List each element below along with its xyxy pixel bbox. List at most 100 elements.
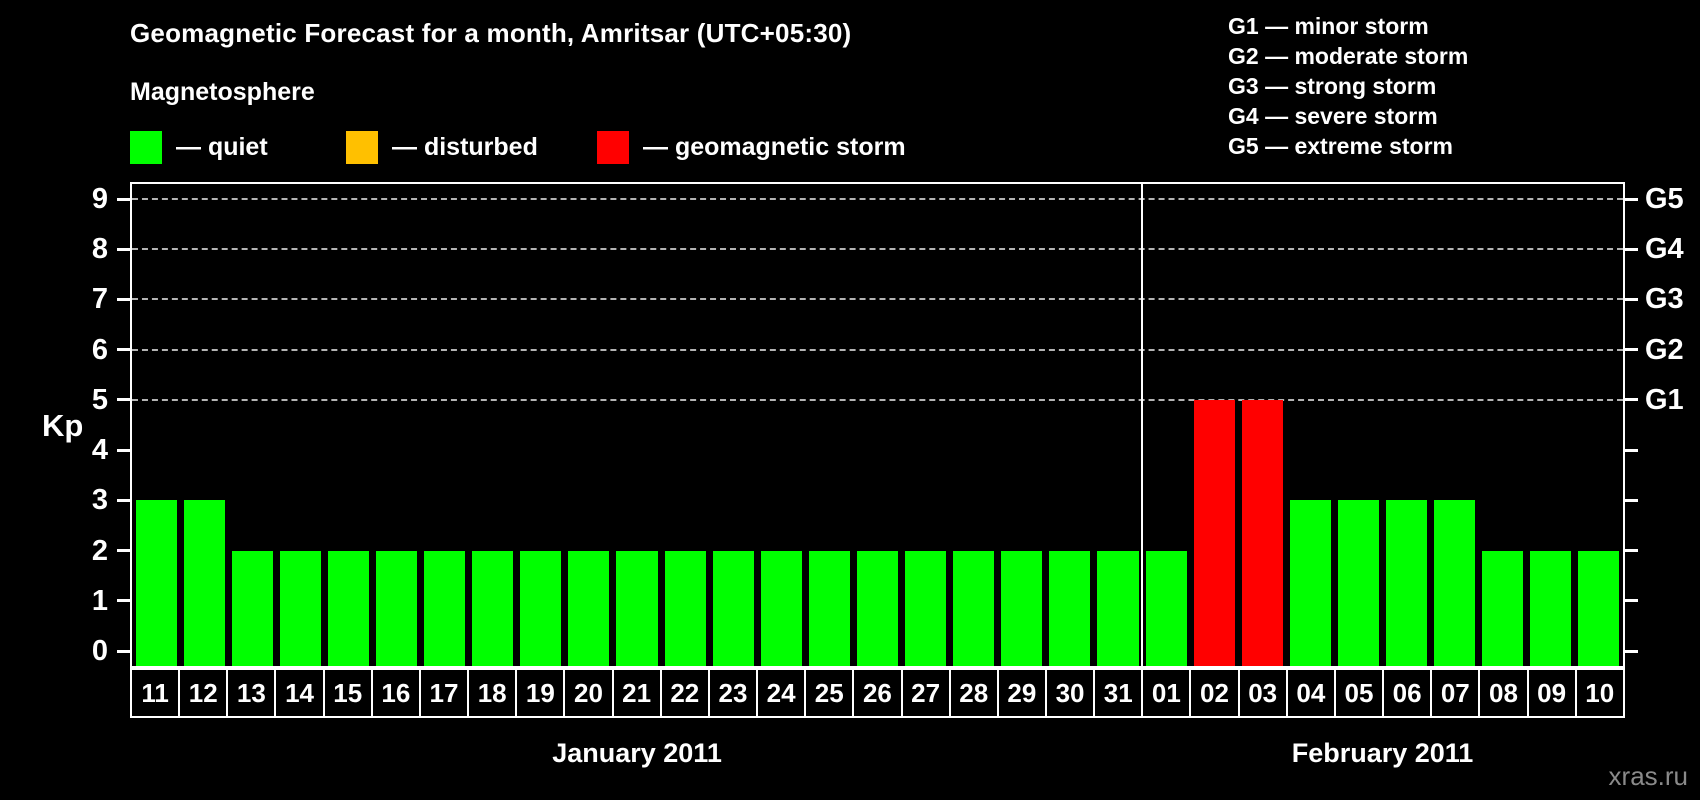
y-axis-title: Kp [42,408,84,443]
kp-bar [183,500,225,666]
legend-item-label: — geomagnetic storm [643,133,906,161]
kp-bar [1001,550,1043,666]
kp-bar [616,550,658,666]
y-axis-tick-label: 5 [91,383,108,416]
storm-color-swatch [597,131,629,164]
day-label-cell: 30 [1046,668,1096,718]
y-axis-tick [117,549,130,553]
day-label-cell: 21 [613,668,662,718]
day-label-cell: 27 [902,668,951,718]
day-label-cell: 17 [420,668,470,718]
kp-gridline [132,298,1623,301]
right-axis-tick [1625,498,1638,502]
day-label-cell: 08 [1480,668,1529,718]
kp-bar [808,550,850,666]
day-label-cell: 07 [1432,668,1481,718]
day-label-cell: 20 [565,668,614,718]
y-axis-tick [117,348,130,352]
kp-bar [1530,550,1572,666]
legend-item-quiet: — quiet [130,131,268,164]
plot-area [130,182,1625,668]
kp-gridline [132,248,1623,251]
day-axis-row: 11 12 13 14 15 16 17 18 19 20 21 22 23 24 25 26 27 28 29 30… [130,668,1625,718]
y-axis-tick-label: 9 [91,183,108,215]
right-axis-tick [1625,297,1638,301]
kp-bar [135,500,177,666]
kp-bar [664,550,706,666]
kp-bar [1241,399,1283,666]
g-scale-tick-label: G2 [1645,333,1684,366]
kp-bar [1049,550,1091,666]
day-label-cell: 16 [372,668,421,718]
kp-bar [1193,399,1235,666]
kp-gridline [132,348,1623,351]
page-title: Geomagnetic Forecast for a month, Amrits… [130,18,852,48]
g-scale-tick-label: G5 [1645,183,1684,215]
y-axis-tick [117,197,130,201]
day-label-cell: 05 [1335,668,1385,718]
kp-bar [520,550,562,666]
day-label-cell: 02 [1191,668,1240,718]
kp-bar [375,550,418,666]
day-label-cell: 10 [1576,668,1625,718]
day-label-cell: 31 [1095,668,1144,718]
right-axis-tick [1625,247,1638,251]
kp-bar [231,550,273,666]
day-label-cell: 13 [228,668,277,718]
kp-bar [279,550,321,666]
right-axis-tick [1625,549,1638,553]
day-label-cell: 06 [1384,668,1433,718]
y-axis-tick [117,599,130,603]
g-scale-legend: G1 — minor storm G2 — moderate storm G3 … [1228,11,1468,161]
kp-bar [905,550,947,666]
month-label: February 2011 [1291,738,1474,768]
day-label-cell: 26 [854,668,903,718]
quiet-color-swatch [130,131,162,164]
kp-bar [568,550,610,666]
g-scale-legend-line: G2 — moderate storm [1228,43,1469,69]
day-label-cell: 28 [950,668,999,718]
magnetosphere-legend-title: Magnetosphere [130,78,315,106]
g-scale-tick-label: G4 [1645,233,1684,266]
kp-gridline [132,198,1623,200]
right-axis-tick [1625,348,1638,352]
y-axis-tick-label: 3 [91,484,108,517]
day-label-cell: 18 [469,668,518,718]
kp-bar [856,550,899,666]
y-axis-tick [117,448,130,452]
watermark: xras.ru [1608,761,1688,791]
day-label-cell: 03 [1239,668,1288,718]
y-axis-tick [117,649,130,653]
kp-bar [1097,550,1139,666]
day-label-cell: 09 [1528,668,1577,718]
day-label-cell: 23 [709,668,759,718]
y-axis-tick-label: 1 [91,584,108,617]
g-scale-tick-label: G1 [1645,383,1684,416]
kp-bar [424,550,466,666]
y-axis-tick-label: 6 [91,333,108,366]
day-label-cell: 01 [1143,668,1192,718]
day-label-cell: 14 [276,668,325,718]
right-axis-tick [1625,197,1638,201]
y-axis-tick [117,247,130,251]
kp-bar [953,550,995,666]
day-label-cell: 12 [180,668,229,718]
kp-bar [327,550,369,666]
y-axis-tick [117,498,130,502]
kp-bar [1482,550,1524,666]
legend-item-label: — disturbed [392,133,538,161]
kp-bar [1289,500,1331,666]
y-axis-tick-label: 0 [91,635,108,667]
legend-item-label: — quiet [176,133,268,161]
day-label-cell: 25 [806,668,855,718]
legend-item-disturbed: — disturbed [346,131,538,164]
right-axis-tick [1625,448,1638,452]
right-axis-tick [1625,649,1638,653]
kp-bar [1386,500,1428,666]
y-axis-tick-label: 4 [91,434,108,467]
kp-bar [760,550,802,666]
right-axis-tick [1625,599,1638,603]
y-axis-tick-label: 2 [91,534,108,567]
y-axis-tick-label: 7 [91,283,108,316]
